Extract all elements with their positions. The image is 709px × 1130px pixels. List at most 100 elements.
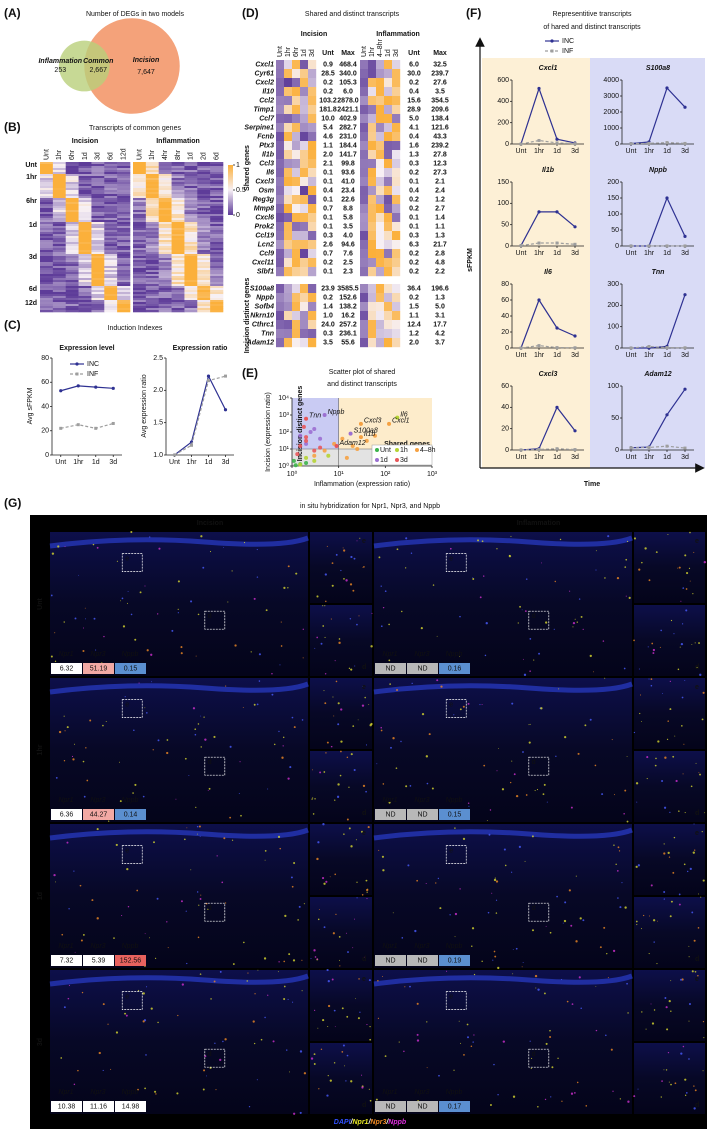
data-point [573,334,577,338]
speckle [216,855,218,857]
heat-cell [104,184,118,187]
speckle [314,798,316,800]
heat-cell [91,194,105,197]
legend-marker [75,362,79,366]
heat-cell [40,270,54,273]
speckle [156,897,159,900]
heat-cell [210,194,224,197]
column-label: Unt [322,50,334,57]
table-cell: 231.0 [339,133,357,140]
micrograph [374,532,632,676]
data-point [94,385,98,389]
heat-cell [40,262,54,265]
section-label: Incision distinct genes [244,278,251,354]
legend-label: 1h [400,447,408,454]
heat-cell [300,311,309,321]
speckle [667,533,669,536]
y-tick-label: 20 [41,428,49,435]
heat-cell [197,246,211,249]
heat-cell [104,310,118,313]
heat-cell [117,270,131,273]
heat-cell [133,258,147,261]
speckle [63,1006,66,1009]
speckle [157,739,160,742]
speckle [693,823,695,825]
heat-cell [145,250,160,253]
speckle [64,546,66,548]
speckle [345,579,348,582]
heat-cell [52,162,67,165]
heat-cell [158,228,172,231]
region-incision-distinct [292,398,339,449]
heat-cell [91,218,105,221]
heat-cell [171,236,185,239]
speckle [657,920,658,922]
heat-cell [133,218,147,221]
heat-cell [158,186,172,189]
speckle [633,1095,636,1098]
heat-cell [210,292,224,295]
speckle [149,937,150,939]
heat-cell [184,254,198,257]
heat-cell [210,198,224,201]
heat-cell [91,192,105,195]
heat-cell [104,248,118,251]
data-point [647,345,651,349]
heat-cell [276,177,285,187]
heat-cell [78,206,92,209]
heat-cell [197,310,211,313]
heat-cell [78,234,92,237]
speckle [225,685,227,687]
speckle [326,545,328,547]
heat-cell [117,288,131,291]
data-point [629,142,633,146]
speckle [376,763,378,765]
speckle [529,638,532,640]
heat-cell [40,162,54,165]
speckle [154,957,157,960]
table-cell: 0.1 [323,178,333,185]
heat-cell [300,222,309,232]
heat-cell [40,286,54,289]
heat-cell [392,249,401,259]
speckle [198,825,201,828]
speckle [467,802,470,804]
speckle [361,685,364,687]
value-label: ND [417,665,427,672]
speckle [537,988,540,991]
heat-cell [158,226,172,229]
speckle [388,623,390,626]
heat-cell [65,266,79,269]
heat-cell [210,206,224,209]
table-cell: 0.2 [409,259,419,266]
heat-cell [292,320,301,330]
venn-count: 7,647 [137,69,155,76]
heat-cell [78,288,92,291]
speckle [196,833,198,835]
speckle [623,667,626,670]
y-tick-label: 1.5 [153,420,163,427]
heat-cell [384,240,393,250]
table-cell: 6.0 [409,61,419,68]
y-tick-label: 0 [505,141,509,148]
heat-cell [40,202,54,205]
speckle [214,1042,216,1044]
speckle [340,740,343,743]
y-tick-label: 0 [615,345,619,352]
heat-cell [171,248,185,251]
heat-cell [145,222,160,225]
heat-cell [210,254,224,257]
heat-cell [171,254,185,257]
speckle [167,947,169,949]
heat-cell [392,267,401,277]
roi-label: e [449,847,453,854]
speckle [380,585,382,587]
heat-cell [360,132,369,142]
heat-cell [210,176,224,179]
y-tick-label: 100 [607,383,619,390]
speckle [655,757,657,760]
speckle [96,917,99,920]
roi-label: e [125,847,129,854]
heat-cell [133,232,147,235]
speckle [273,743,276,746]
